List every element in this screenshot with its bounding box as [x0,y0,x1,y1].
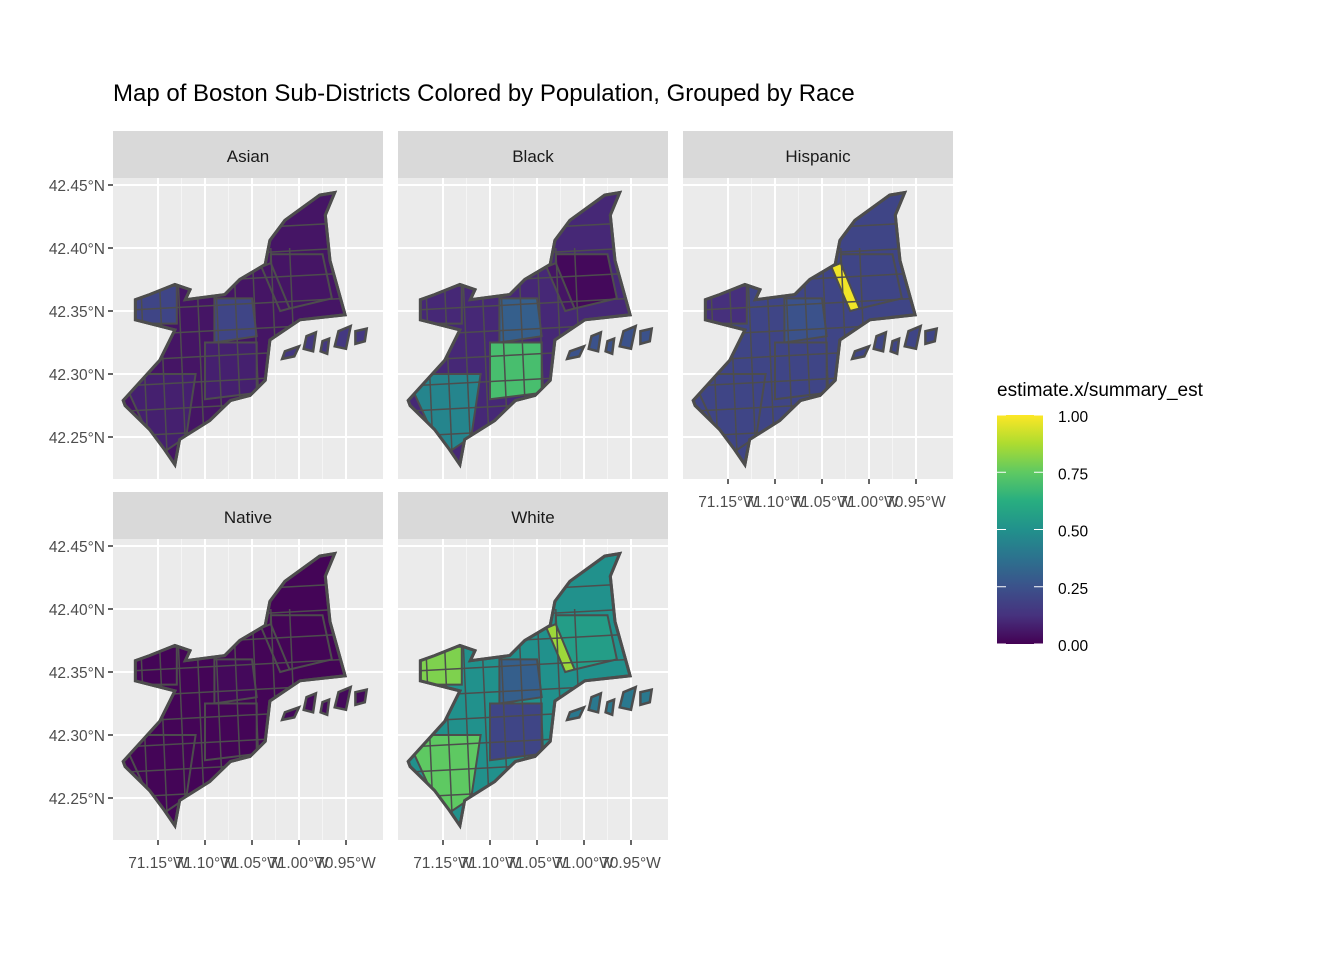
y-tick-label: 42.25°N [49,430,105,447]
subdistrict-border [408,658,631,673]
y-tick-label: 42.45°N [49,178,105,195]
x-tick-label: 71.15°W [128,855,188,872]
x-tick-label: 71.00°W [554,855,614,872]
city-outline [121,190,348,469]
district-central [498,658,543,705]
x-tick-label: 71.05°W [507,855,567,872]
facet-white: White 71.15°W71.10°W71.05°W71.00°W70.95°W [398,492,668,872]
strip-label: Hispanic [785,147,851,166]
y-tick-label: 42.30°N [49,367,105,384]
island [604,697,616,717]
legend-label: 1.00 [1058,409,1089,426]
city-outline [121,551,348,830]
facet-asian: Asian 42.45°N 42.40°N 42.35°N 42.30°N 42.25°N [49,131,383,479]
island [319,697,331,717]
x-tick-label: 71.05°W [792,494,852,511]
legend: estimate.x/summary_est 1.00 0.75 0.50 0.25 0.… [997,380,1204,655]
x-tick-label: 70.95°W [316,855,376,872]
chart-title: Map of Boston Sub-Districts Colored by P… [113,80,855,107]
facet-hispanic: Hispanic 71.15°W71.10°W71.05°W71.00°W70.9… [683,131,953,511]
island [618,685,638,712]
strip-background [398,492,668,539]
district-central [783,297,828,344]
island [302,691,318,714]
island [333,324,353,351]
island [639,687,654,707]
island [872,330,888,353]
x-tick-label: 71.15°W [698,494,758,511]
y-tick-label: 42.35°N [49,665,105,682]
subdistrict-border [123,658,346,673]
island [565,705,587,722]
y-tick-label: 42.40°N [49,602,105,619]
strip-label: Native [224,508,272,527]
subdistrict-border [693,297,916,312]
district-harbor_strip [260,261,291,313]
district-harbor_strip [260,622,291,674]
district-south [489,341,543,401]
district-south [489,702,543,762]
district-central [498,297,543,344]
legend-label: 0.75 [1058,466,1088,483]
legend-label: 0.50 [1058,524,1089,541]
island [280,705,302,722]
x-tick-label: 71.15°W [413,855,473,872]
x-tick-label: 71.05°W [222,855,282,872]
y-tick-label: 42.25°N [49,791,105,808]
x-tick-label: 71.10°W [745,494,805,511]
district-harbor_strip [545,261,576,313]
x-tick-label: 70.95°W [886,494,946,511]
island [587,691,603,714]
district-harbor_strip [830,261,861,313]
island [354,326,369,346]
strip-background [683,131,953,178]
island [587,330,603,353]
island [333,685,353,712]
legend-title: estimate.x/summary_est [997,380,1204,401]
facet-black: Black [398,131,668,479]
island [604,336,616,356]
district-south [774,341,828,401]
legend-label: 0.25 [1058,581,1088,598]
city-outline [691,190,918,469]
strip-label: White [511,508,554,527]
city-outline [406,190,633,469]
legend-label: 0.00 [1058,638,1089,655]
district-harbor_strip [545,622,576,674]
x-tick-label: 70.95°W [601,855,661,872]
island [565,344,587,361]
island [302,330,318,353]
strip-label: Black [512,147,554,166]
y-tick-label: 42.35°N [49,304,105,321]
island [354,687,369,707]
island [319,336,331,356]
facet-native: Native 42.45°N 42.40°N 42.35°N 42.30°N 42.25°… [49,492,383,872]
district-central [213,297,258,344]
y-tick-label: 42.30°N [49,728,105,745]
x-tick-label: 71.00°W [839,494,899,511]
y-tick-label: 42.45°N [49,539,105,556]
strip-background [398,131,668,178]
island [850,344,872,361]
island [889,336,901,356]
district-south [204,341,258,401]
island [618,324,638,351]
island [903,324,923,351]
island [639,326,654,346]
strip-label: Asian [227,147,270,166]
island [280,344,302,361]
district-central [213,658,258,705]
subdistrict-border [123,297,346,312]
strip-background [113,492,383,539]
island [924,326,939,346]
subdistrict-border [408,297,631,312]
x-tick-label: 71.10°W [460,855,520,872]
city-outline [406,551,633,830]
district-south [204,702,258,762]
y-tick-label: 42.40°N [49,241,105,258]
x-tick-label: 71.10°W [175,855,235,872]
strip-background [113,131,383,178]
x-tick-label: 71.00°W [269,855,329,872]
